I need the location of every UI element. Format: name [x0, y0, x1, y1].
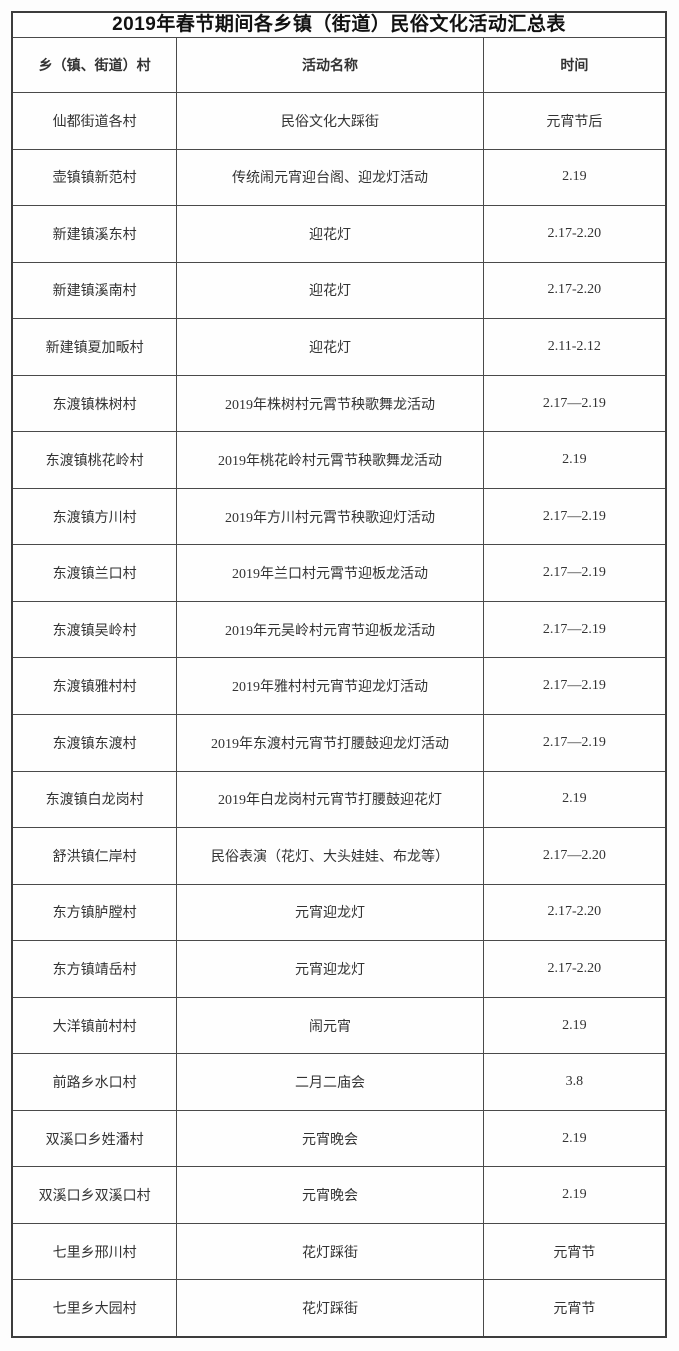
- activity-cell: 传统闹元宵迎台阁、迎龙灯活动: [177, 149, 484, 206]
- activity-cell: 迎花灯: [177, 206, 484, 262]
- table-row: 大洋镇前村村 闹元宵 2.19: [13, 997, 665, 1055]
- village-cell: 七里乡邢川村: [13, 1223, 178, 1280]
- table-row: 东方镇胪膛村 元宵迎龙灯 2.17-2.20: [13, 884, 665, 942]
- header-activity-column: 活动名称: [177, 38, 484, 92]
- table-title: 2019年春节期间各乡镇（街道）民俗文化活动汇总表: [13, 13, 665, 38]
- village-cell: 双溪口乡姓潘村: [13, 1110, 178, 1167]
- table-row: 七里乡大园村 花灯踩街 元宵节: [13, 1280, 665, 1337]
- activity-cell: 元宵晚会: [177, 1167, 484, 1223]
- village-cell: 舒洪镇仁岸村: [13, 828, 178, 884]
- table-row: 东渡镇株树村 2019年株树村元霄节秧歌舞龙活动 2.17—2.19: [13, 375, 665, 433]
- activity-cell: 二月二庙会: [177, 1054, 484, 1110]
- table-row: 舒洪镇仁岸村 民俗表演（花灯、大头娃娃、布龙等） 2.17—2.20: [13, 828, 665, 885]
- table-row: 东方镇靖岳村 元宵迎龙灯 2.17-2.20: [13, 941, 665, 998]
- table-row: 壶镇镇新范村 传统闹元宵迎台阁、迎龙灯活动 2.19: [13, 149, 665, 207]
- time-cell: 2.19: [562, 791, 587, 807]
- time-cell: 2.17—2.20: [542, 847, 606, 863]
- activity-cell: 花灯踩街: [177, 1280, 484, 1337]
- activity-cell: 迎花灯: [177, 319, 484, 375]
- time-cell: 2.19: [562, 1187, 587, 1203]
- activity-cell: 元宵迎龙灯: [177, 941, 484, 997]
- table-row: 双溪口乡姓潘村 元宵晚会 2.19: [13, 1110, 665, 1168]
- activity-cell: 迎花灯: [177, 262, 484, 319]
- table-row: 仙都街道各村 民俗文化大踩街 元宵节后: [13, 93, 665, 150]
- table-row: 东渡镇桃花岭村 2019年桃花岭村元霄节秧歌舞龙活动 2.19: [13, 432, 665, 489]
- time-cell: 2.19: [562, 1130, 587, 1146]
- activity-summary-table: 2019年春节期间各乡镇（街道）民俗文化活动汇总表 乡（镇、街道）村 活动名称 …: [11, 11, 667, 1338]
- village-cell: 前路乡水口村: [13, 1054, 178, 1110]
- activity-cell: 民俗表演（花灯、大头娃娃、布龙等）: [177, 828, 484, 884]
- table-row: 东渡镇东渡村 2019年东渡村元宵节打腰鼓迎龙灯活动 2.17—2.19: [13, 715, 665, 772]
- time-cell: 元宵节后: [546, 114, 603, 130]
- table-row: 新建镇溪南村 迎花灯 2.17-2.20: [13, 262, 665, 320]
- time-cell: 2.17—2.19: [542, 621, 606, 637]
- village-cell: 新建镇夏加畈村: [13, 319, 178, 375]
- village-cell: 新建镇溪东村: [13, 206, 178, 262]
- header-time-column: 时间: [560, 59, 589, 74]
- time-cell: 2.17—2.19: [542, 565, 606, 581]
- activity-cell: 2019年雅村村元宵节迎龙灯活动: [177, 658, 484, 715]
- activity-cell: 民俗文化大踩街: [177, 93, 484, 149]
- village-cell: 东渡镇桃花岭村: [13, 432, 178, 488]
- village-cell: 双溪口乡双溪口村: [13, 1167, 178, 1223]
- time-cell: 2.17—2.19: [542, 734, 606, 750]
- time-cell: 2.17—2.19: [542, 395, 606, 411]
- village-cell: 新建镇溪南村: [13, 262, 178, 319]
- activity-cell: 2019年桃花岭村元霄节秧歌舞龙活动: [177, 432, 484, 488]
- village-cell: 东方镇胪膛村: [13, 884, 178, 941]
- village-cell: 仙都街道各村: [13, 93, 178, 149]
- activity-cell: 2019年株树村元霄节秧歌舞龙活动: [177, 375, 484, 432]
- time-cell: 2.11-2.12: [547, 338, 601, 354]
- table-row: 新建镇夏加畈村 迎花灯 2.11-2.12: [13, 319, 665, 376]
- activity-cell: 2019年东渡村元宵节打腰鼓迎龙灯活动: [177, 715, 484, 771]
- table-row: 前路乡水口村 二月二庙会 3.8: [13, 1054, 665, 1111]
- time-cell: 2.17-2.20: [547, 904, 602, 920]
- table-body: 仙都街道各村 民俗文化大踩街 元宵节后 壶镇镇新范村 传统闹元宵迎台阁、迎龙灯活…: [13, 93, 665, 1337]
- activity-cell: 花灯踩街: [177, 1223, 484, 1280]
- time-cell: 2.19: [562, 169, 587, 185]
- time-cell: 2.19: [562, 452, 587, 468]
- activity-cell: 元宵晚会: [177, 1110, 484, 1167]
- table-row: 东渡镇雅村村 2019年雅村村元宵节迎龙灯活动 2.17—2.19: [13, 658, 665, 716]
- activity-cell: 2019年白龙岗村元宵节打腰鼓迎花灯: [177, 771, 484, 828]
- activity-cell: 2019年兰口村元霄节迎板龙活动: [177, 545, 484, 601]
- header-village-column: 乡（镇、街道）村: [13, 38, 178, 92]
- village-cell: 东方镇靖岳村: [13, 941, 178, 997]
- time-cell: 2.19: [562, 1017, 587, 1033]
- time-cell: 2.17-2.20: [547, 960, 602, 976]
- table-row: 双溪口乡双溪口村 元宵晚会 2.19: [13, 1167, 665, 1224]
- village-cell: 壶镇镇新范村: [13, 149, 178, 206]
- village-cell: 东渡镇东渡村: [13, 715, 178, 771]
- time-cell: 2.17-2.20: [547, 225, 602, 241]
- time-cell: 3.8: [565, 1074, 584, 1090]
- activity-cell: 2019年元吴岭村元宵节迎板龙活动: [177, 601, 484, 658]
- table-header-row: 乡（镇、街道）村 活动名称 时间: [13, 38, 665, 93]
- time-cell: 2.17—2.19: [542, 508, 606, 524]
- table-row: 东渡镇白龙岗村 2019年白龙岗村元宵节打腰鼓迎花灯 2.19: [13, 771, 665, 829]
- village-cell: 东渡镇方川村: [13, 488, 178, 545]
- table-row: 东渡镇方川村 2019年方川村元霄节秧歌迎灯活动 2.17—2.19: [13, 488, 665, 546]
- table-row: 七里乡邢川村 花灯踩街 元宵节: [13, 1223, 665, 1281]
- village-cell: 东渡镇兰口村: [13, 545, 178, 601]
- time-cell: 元宵节: [553, 1302, 596, 1318]
- time-cell: 2.17—2.19: [542, 678, 606, 694]
- table-row: 东渡镇兰口村 2019年兰口村元霄节迎板龙活动 2.17—2.19: [13, 545, 665, 602]
- table-row: 新建镇溪东村 迎花灯 2.17-2.20: [13, 206, 665, 263]
- village-cell: 大洋镇前村村: [13, 997, 178, 1054]
- village-cell: 东渡镇白龙岗村: [13, 771, 178, 828]
- village-cell: 七里乡大园村: [13, 1280, 178, 1337]
- activity-cell: 元宵迎龙灯: [177, 884, 484, 941]
- village-cell: 东渡镇株树村: [13, 375, 178, 432]
- village-cell: 东渡镇雅村村: [13, 658, 178, 715]
- village-cell: 东渡镇吴岭村: [13, 601, 178, 658]
- time-cell: 元宵节: [553, 1245, 596, 1261]
- activity-cell: 闹元宵: [177, 997, 484, 1054]
- activity-cell: 2019年方川村元霄节秧歌迎灯活动: [177, 488, 484, 545]
- time-cell: 2.17-2.20: [547, 282, 602, 298]
- table-row: 东渡镇吴岭村 2019年元吴岭村元宵节迎板龙活动 2.17—2.19: [13, 601, 665, 659]
